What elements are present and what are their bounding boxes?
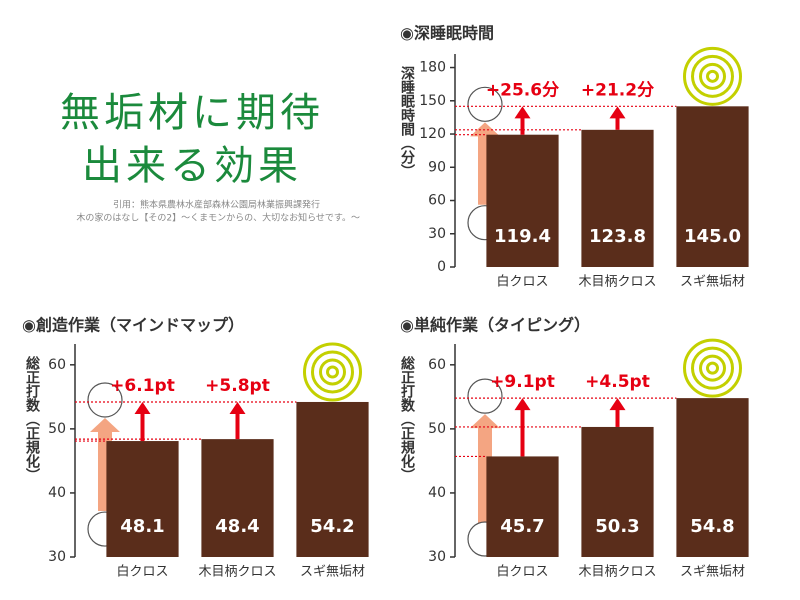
diff-annotation: +4.5pt <box>585 372 650 392</box>
y-axis-label: 深睡眠時間（分） <box>399 65 416 178</box>
swirl-icon <box>319 358 346 386</box>
y-tick-label: 180 <box>419 60 446 76</box>
face-icon <box>467 86 503 122</box>
y-tick-label: 60 <box>48 357 66 373</box>
swirl-icon <box>683 338 742 398</box>
value-label: 54.2 <box>310 516 354 537</box>
y-tick-label: 50 <box>428 421 446 437</box>
value-label: 119.4 <box>494 226 551 247</box>
y-axis-label: 総正打数（正規化） <box>24 355 41 482</box>
y-tick-label: 30 <box>48 549 66 565</box>
bar <box>296 401 369 557</box>
y-tick-label: 40 <box>428 485 446 501</box>
value-label: 45.7 <box>500 516 544 537</box>
x-tick-label: 白クロス <box>496 274 548 290</box>
diff-arrow-head <box>514 106 531 119</box>
swirl-icon <box>683 46 742 106</box>
diff-annotation: +25.6分 <box>486 80 559 100</box>
x-tick-label: スギ無垢材 <box>300 565 365 580</box>
main-title: 無垢材に期待 <box>60 90 324 136</box>
x-tick-label: 白クロス <box>496 564 548 580</box>
value-label: 48.1 <box>120 516 164 537</box>
value-label: 48.4 <box>215 516 259 537</box>
diff-arrow-head <box>609 398 626 411</box>
bar <box>581 426 654 557</box>
diff-arrow-head <box>229 401 246 414</box>
bar <box>201 439 274 557</box>
diff-arrow-head <box>609 106 626 119</box>
bar <box>676 106 749 267</box>
swirl-icon <box>699 354 726 382</box>
y-tick-label: 0 <box>437 259 446 275</box>
diff-annotation: +5.8pt <box>205 376 270 396</box>
value-label: 145.0 <box>684 226 741 247</box>
y-axis-label: 総正打数（正規化） <box>399 355 416 482</box>
y-tick-label: 120 <box>419 126 446 142</box>
value-label: 123.8 <box>589 226 646 247</box>
swirl-icon <box>706 69 719 83</box>
value-label: 50.3 <box>595 516 639 537</box>
diff-annotation: +9.1pt <box>490 372 555 392</box>
y-tick-label: 90 <box>428 159 446 175</box>
x-tick-label: 木目柄クロス <box>578 275 656 290</box>
y-tick-label: 30 <box>428 549 446 565</box>
y-tick-label: 40 <box>48 485 66 501</box>
diff-annotation: +21.2分 <box>581 80 654 100</box>
swirl-icon <box>303 342 362 402</box>
x-tick-label: 木目柄クロス <box>198 565 276 580</box>
swirl-icon <box>706 361 719 375</box>
diff-annotation: +6.1pt <box>110 376 175 396</box>
x-tick-label: スギ無垢材 <box>680 565 745 580</box>
y-tick-label: 30 <box>428 226 446 242</box>
source: 木の家のはなし【その2】～くまモンからの、大切なお知らせです。～ <box>76 212 360 224</box>
chart-title: ◉深睡眠時間 <box>400 24 494 43</box>
improvement-arrow <box>90 417 120 512</box>
y-tick-label: 60 <box>428 193 446 209</box>
y-tick-label: 50 <box>48 421 66 437</box>
swirl-icon <box>699 62 726 90</box>
x-tick-label: 白クロス <box>116 564 168 580</box>
bar <box>676 398 749 557</box>
value-label: 54.8 <box>690 516 734 537</box>
chart-title: ◉単純作業（タイピング） <box>400 316 590 335</box>
x-tick-label: 木目柄クロス <box>578 565 656 580</box>
source: 引用：熊本県農林水産部森林公園局林業振興課発行 <box>113 199 320 211</box>
improvement-arrow <box>470 414 500 527</box>
y-tick-label: 60 <box>428 357 446 373</box>
face-icon <box>87 382 123 418</box>
chart-title: ◉創造作業（マインドマップ） <box>22 316 244 335</box>
swirl-icon <box>691 346 734 390</box>
bar <box>106 441 179 557</box>
diff-arrow-head <box>514 398 531 411</box>
bar <box>486 134 559 267</box>
face-icon <box>467 378 503 414</box>
x-tick-label: スギ無垢材 <box>680 275 745 290</box>
diff-arrow-head <box>134 401 151 414</box>
main-title: 出来る効果 <box>82 143 302 189</box>
swirl-icon <box>691 54 734 98</box>
bar <box>581 129 654 267</box>
swirl-icon <box>326 365 339 379</box>
swirl-icon <box>311 350 354 394</box>
y-tick-label: 150 <box>419 93 446 109</box>
bar <box>486 456 559 557</box>
improvement-arrow <box>470 122 500 205</box>
